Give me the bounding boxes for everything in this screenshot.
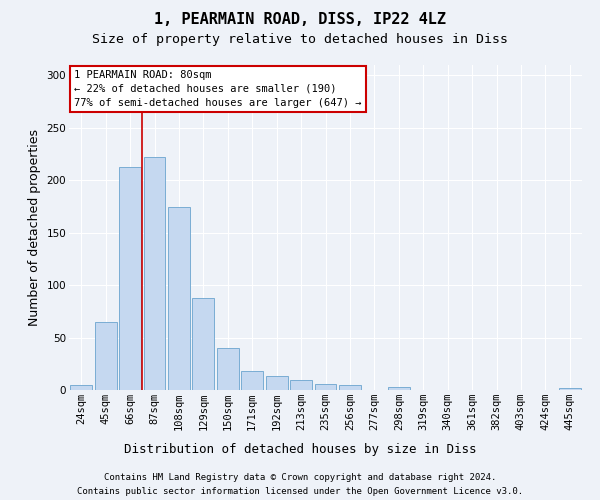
Text: Contains public sector information licensed under the Open Government Licence v3: Contains public sector information licen… xyxy=(77,488,523,496)
Y-axis label: Number of detached properties: Number of detached properties xyxy=(28,129,41,326)
Bar xyxy=(290,380,312,390)
Bar xyxy=(95,322,116,390)
Bar xyxy=(266,376,287,390)
Bar xyxy=(241,371,263,390)
Bar xyxy=(314,384,337,390)
Bar xyxy=(143,158,166,390)
Text: Contains HM Land Registry data © Crown copyright and database right 2024.: Contains HM Land Registry data © Crown c… xyxy=(104,472,496,482)
Text: Distribution of detached houses by size in Diss: Distribution of detached houses by size … xyxy=(124,442,476,456)
Bar xyxy=(168,206,190,390)
Bar xyxy=(339,385,361,390)
Text: 1, PEARMAIN ROAD, DISS, IP22 4LZ: 1, PEARMAIN ROAD, DISS, IP22 4LZ xyxy=(154,12,446,28)
Text: 1 PEARMAIN ROAD: 80sqm
← 22% of detached houses are smaller (190)
77% of semi-de: 1 PEARMAIN ROAD: 80sqm ← 22% of detached… xyxy=(74,70,362,108)
Bar xyxy=(388,387,410,390)
Bar xyxy=(559,388,581,390)
Text: Size of property relative to detached houses in Diss: Size of property relative to detached ho… xyxy=(92,32,508,46)
Bar xyxy=(70,385,92,390)
Bar xyxy=(217,348,239,390)
Bar xyxy=(193,298,214,390)
Bar xyxy=(119,166,141,390)
